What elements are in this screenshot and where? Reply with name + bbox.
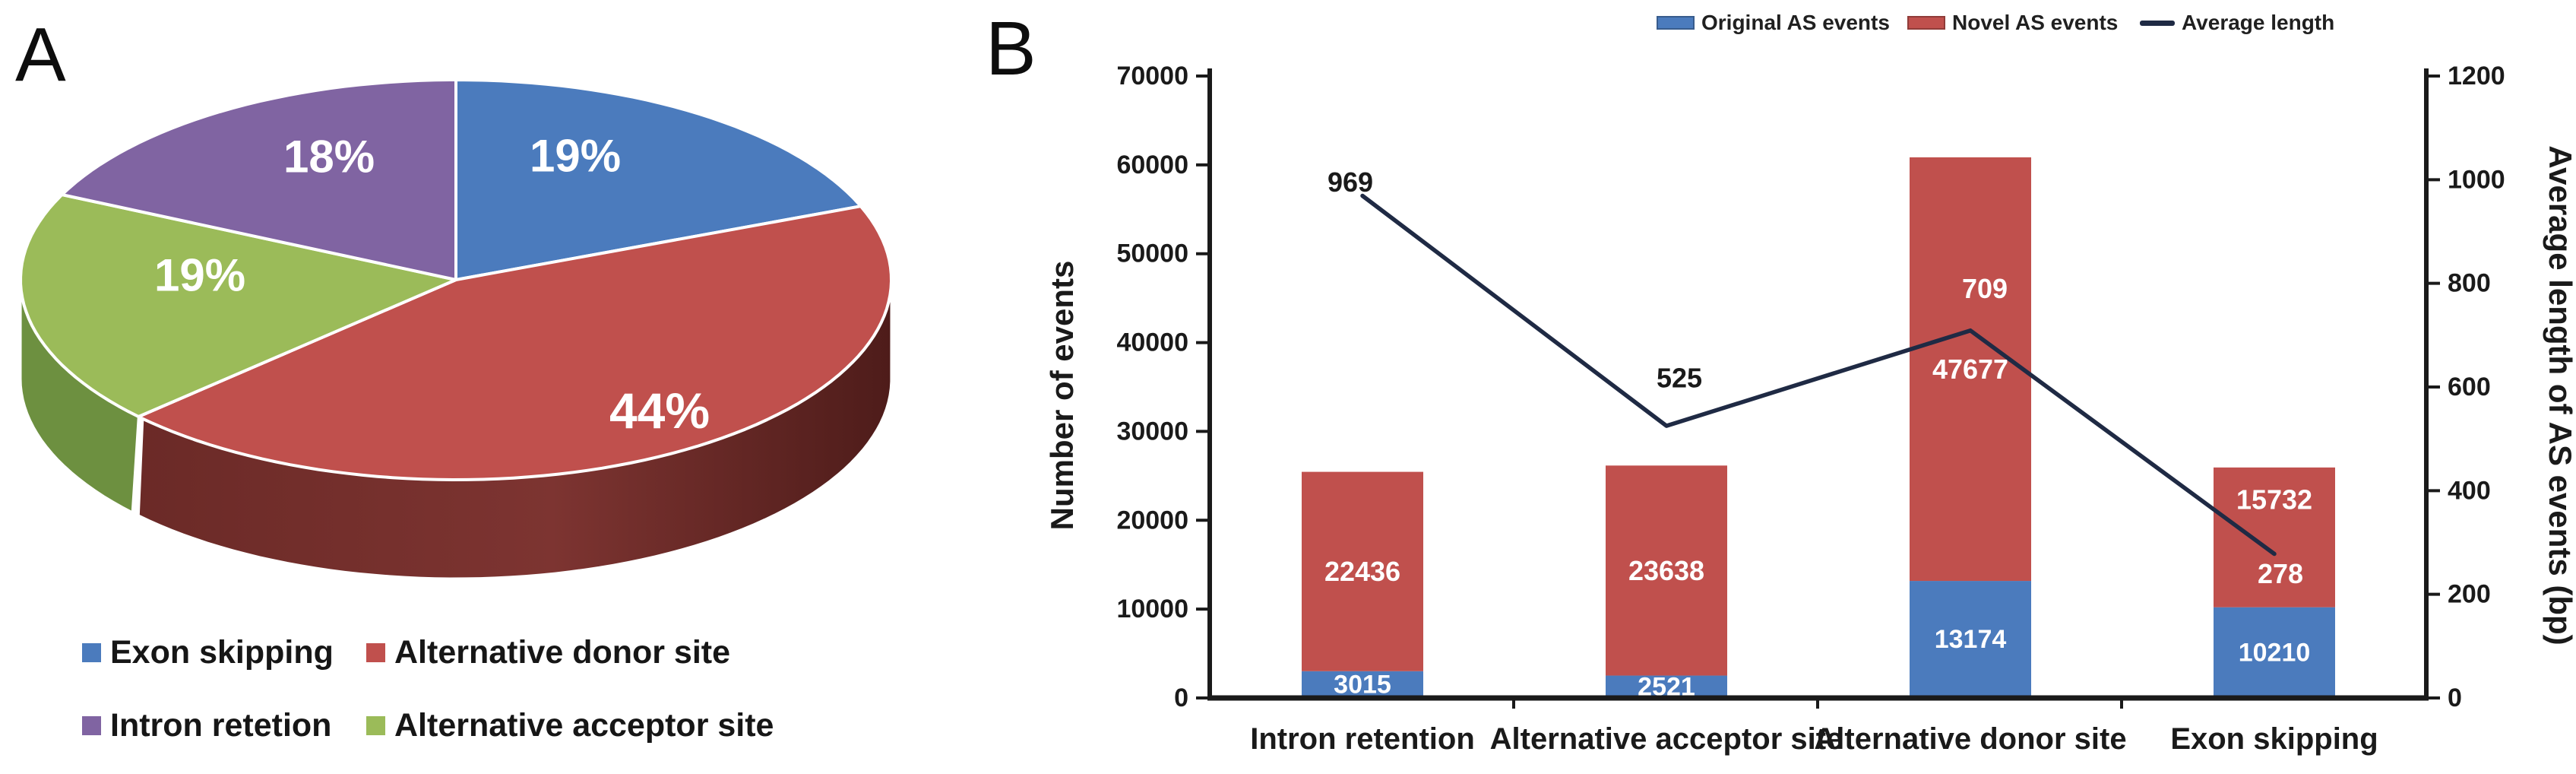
average-length-line <box>1360 193 2277 557</box>
y-axis-tick-label: 0 <box>1174 684 1188 712</box>
bar-segment-original <box>1910 581 2031 698</box>
bar-segment-novel <box>1910 157 2031 582</box>
bar-value-label-novel: 22436 <box>1324 556 1400 587</box>
bar-segment-novel <box>1606 465 1727 676</box>
legend-line-swatch <box>2140 20 2175 26</box>
y-axis-tick-label: 10000 <box>1116 595 1188 623</box>
y2-axis-tick-label: 0 <box>2448 684 2462 712</box>
legend-item-label: Original AS events <box>1701 11 1890 34</box>
y-axis-tick-label: 60000 <box>1116 151 1188 179</box>
y2-axis-tick-label: 800 <box>2448 269 2491 298</box>
bar-value-label-original: 13174 <box>1935 625 2007 654</box>
x-axis-category-label: Exon skipping <box>2170 722 2378 756</box>
legend-item-label: Exon skipping <box>110 634 334 671</box>
legend-color-swatch <box>82 716 101 735</box>
y-axis-tick-label: 30000 <box>1116 417 1188 446</box>
pie-legend-item: Intron retetion <box>82 707 331 744</box>
bar-segment-original <box>2214 607 2335 698</box>
pie-slice-percent-label: 44% <box>609 382 710 439</box>
bar-value-label-original: 3015 <box>1334 670 1391 699</box>
bar-legend-item: Average length <box>2140 11 2334 35</box>
legend-item-label: Alternative donor site <box>394 634 731 671</box>
x-axis-category-label: Alternative donor site <box>1814 722 2126 756</box>
legend-item-label: Intron retetion <box>110 707 332 744</box>
pie-slice <box>19 193 457 418</box>
legend-color-swatch <box>366 643 385 662</box>
pie-slice <box>454 78 862 281</box>
y2-axis-tick-label: 200 <box>2448 580 2491 609</box>
legend-item-label: Alternative acceptor site <box>394 707 774 744</box>
bar-segment-novel <box>1302 471 1423 671</box>
line-value-label: 709 <box>1962 273 2008 304</box>
y-axis-tick-label: 50000 <box>1116 239 1188 268</box>
bar-value-label-novel: 47677 <box>1932 354 2008 385</box>
pie-chart-svg: 19% 44% 19% 18% <box>19 78 893 580</box>
legend-color-swatch <box>1657 16 1695 30</box>
y2-axis-tick-label: 1200 <box>2448 62 2505 90</box>
panel-a-label: A <box>15 12 66 97</box>
pie-legend-item: Alternative donor site <box>366 634 730 671</box>
bar-segment-original <box>1606 675 1727 698</box>
y-axis-tick-label: 20000 <box>1116 506 1188 535</box>
legend-item-label: Average length <box>2182 11 2335 34</box>
pie-legend-item: Exon skipping <box>82 634 334 671</box>
bar-segment-original <box>1302 671 1423 698</box>
pie-slice <box>137 205 893 481</box>
bar-line-chart-svg: 2243630152363825214767713174157321021096… <box>1049 62 2576 756</box>
legend-item-label: Novel AS events <box>1952 11 2119 34</box>
pie-slice-percent-label: 18% <box>283 132 375 182</box>
x-axis-category-label: Alternative acceptor site <box>1490 722 1843 756</box>
legend-color-swatch <box>82 643 101 662</box>
bar-legend-item: Original AS events <box>1657 11 1890 35</box>
legend-color-swatch <box>366 716 385 735</box>
line-value-label: 969 <box>1328 167 1373 198</box>
y2-axis-tick-label: 400 <box>2448 476 2491 505</box>
pie-slice <box>60 78 457 281</box>
bar-value-label-novel: 23638 <box>1628 555 1704 586</box>
y2-axis-tick-label: 600 <box>2448 373 2491 401</box>
y-axis-title: Number of events <box>1049 261 1080 531</box>
bar-value-label-original: 10210 <box>2239 638 2311 667</box>
bar-legend-item: Novel AS events <box>1907 11 2118 35</box>
y2-axis-title: Average length of AS events (bp) <box>2543 145 2576 645</box>
pie-slice-percent-label: 19% <box>154 250 245 301</box>
y-axis-tick-label: 40000 <box>1116 328 1188 357</box>
pie-slice-percent-label: 19% <box>530 131 621 182</box>
legend-color-swatch <box>1907 16 1945 30</box>
x-axis-category-label: Intron retention <box>1250 722 1475 756</box>
bar-segment-novel <box>2214 467 2335 607</box>
panel-b-label: B <box>986 6 1036 91</box>
pie-legend-item: Alternative acceptor site <box>366 707 774 744</box>
bar-value-label-novel: 15732 <box>2236 484 2312 515</box>
y2-axis-tick-label: 1000 <box>2448 165 2505 194</box>
line-value-label: 525 <box>1657 363 1702 394</box>
line-value-label: 278 <box>2258 558 2303 589</box>
y-axis-tick-label: 70000 <box>1116 62 1188 90</box>
